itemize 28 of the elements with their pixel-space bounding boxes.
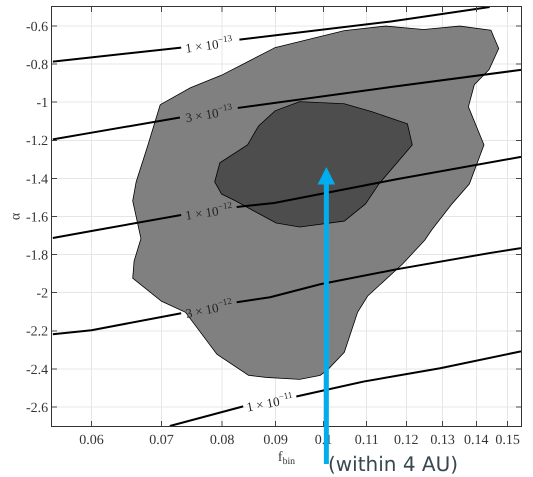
y-tick-label: -1 [36, 96, 48, 112]
y-tick-label: -1.4 [26, 172, 48, 188]
text: 1 × 10$^{−12}$ [184, 200, 234, 223]
text: 1 × 10$^{−11}$ [245, 390, 294, 415]
y-tick-label: -2.2 [26, 324, 48, 340]
y-tick-label: -1.2 [26, 134, 48, 150]
x-tick-label: 0.15 [495, 432, 520, 448]
x-tick-label: 0.06 [79, 432, 104, 448]
text: 3 × 10$^{−13}$ [184, 101, 234, 126]
y-tick-label: -2 [36, 286, 48, 302]
x-tick-label: 0.14 [464, 432, 488, 448]
y-tick-label: -0.8 [26, 58, 48, 74]
x-tick-label: 0.11 [354, 432, 379, 448]
x-tick-label: 0.12 [394, 432, 418, 448]
text: 1 × 10$^{−13}$ [184, 32, 234, 56]
x-tick-label: 0.13 [430, 432, 455, 448]
x-tick-label: 0.09 [263, 432, 288, 448]
y-tick-label: -1.6 [26, 210, 48, 226]
y-axis-title: α [8, 212, 24, 220]
x-tick-label: 0.07 [149, 432, 174, 448]
x-tick-label: 0.08 [210, 432, 234, 448]
text: (within 4 AU) [328, 452, 458, 476]
y-tick-label: -0.6 [26, 20, 48, 35]
text: 3 × 10$^{−12}$ [184, 296, 234, 322]
x-axis-title: f$_{bin}$ [278, 450, 296, 468]
y-tick-label: -1.8 [26, 248, 48, 264]
y-tick-label: -2.4 [26, 362, 48, 378]
y-tick-label: -2.6 [26, 400, 48, 416]
